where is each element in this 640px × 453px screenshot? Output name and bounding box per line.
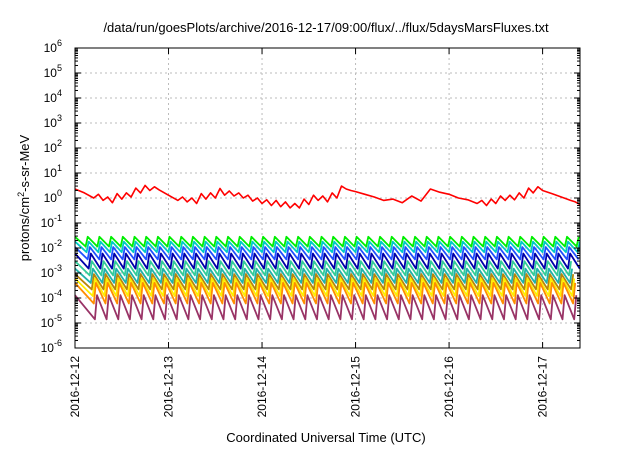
y-tick-exponent: -5 [54, 313, 62, 323]
x-tick-label: 2016-12-17 [536, 356, 550, 418]
series-line [74, 260, 572, 277]
series-line [74, 246, 580, 261]
y-axis-label-rest: -s-sr-MeV [17, 134, 32, 191]
series-line [74, 282, 577, 305]
y-axis-label: protons/cm2-s-sr-MeV [16, 134, 32, 261]
y-tick-exponent: -4 [54, 288, 62, 298]
y-tick-exponent: 2 [57, 138, 62, 148]
y-tick-exponent: -3 [54, 263, 62, 273]
series-line [74, 273, 575, 291]
x-tick-label: 2016-12-13 [162, 356, 176, 418]
series-line [74, 184, 581, 209]
y-tick-exponent: 0 [57, 188, 62, 198]
x-tick-label: 2016-12-16 [442, 356, 456, 418]
y-tick-exponent: -2 [54, 238, 62, 248]
series-line [74, 277, 576, 297]
chart-title: /data/run/goesPlots/archive/2016-12-17/0… [103, 20, 549, 35]
y-tick-exponent: -1 [54, 213, 62, 223]
y-tick-exponent: -6 [54, 338, 62, 348]
x-axis: 2016-12-12 2016-12-13 2016-12-14 2016-12-15… [68, 48, 550, 417]
x-axis-label: Coordinated Universal Time (UTC) [226, 430, 425, 445]
y-tick-exponent: 5 [57, 63, 62, 73]
y-tick-exponent: 3 [57, 113, 62, 123]
x-tick-label: 2016-12-15 [349, 356, 363, 418]
y-tick-exponent: 6 [57, 38, 62, 48]
x-tick-label: 2016-12-12 [68, 356, 82, 418]
series-line [74, 294, 578, 321]
series-lines [74, 184, 581, 321]
series-line [74, 235, 580, 248]
y-axis-label-base: protons/cm [17, 197, 32, 261]
series-line [74, 267, 573, 284]
y-tick-exponent: 4 [57, 88, 62, 98]
series-line [74, 240, 581, 254]
x-tick-label: 2016-12-14 [255, 356, 269, 418]
y-axis-label-sup: 2 [16, 192, 26, 197]
series-line [74, 252, 581, 270]
y-tick-exponent: 1 [57, 163, 62, 173]
